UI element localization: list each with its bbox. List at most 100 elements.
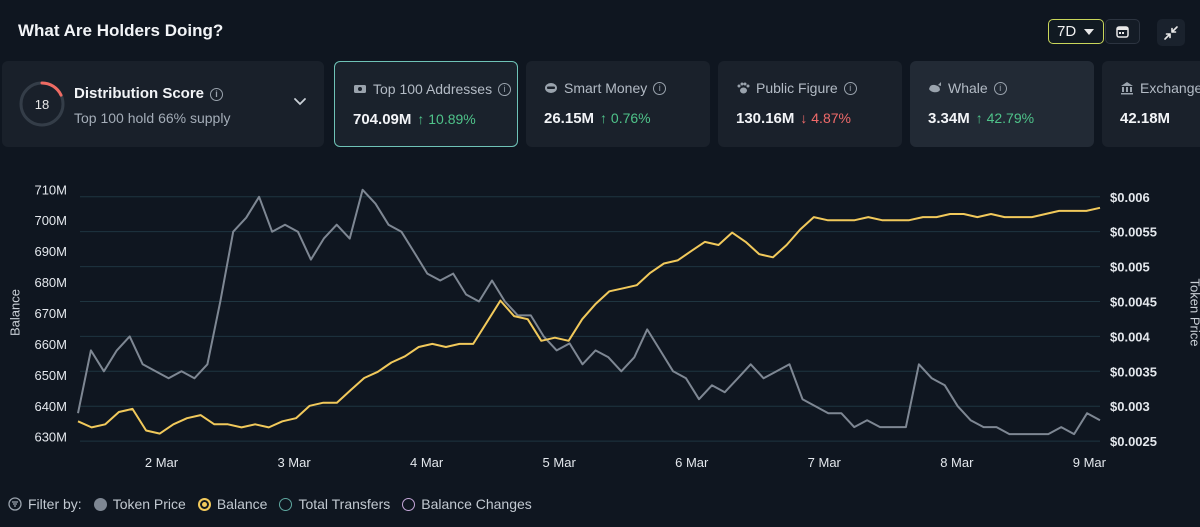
caret-down-icon bbox=[1084, 28, 1095, 35]
right-tick-label: $0.0035 bbox=[1110, 364, 1157, 379]
x-tick-label: 5 Mar bbox=[543, 455, 577, 470]
widget-title: What Are Holders Doing? bbox=[18, 21, 224, 40]
card-whale[interactable]: Whale i 3.34M ↑ 42.79% bbox=[910, 61, 1094, 147]
distribution-gauge bbox=[19, 81, 65, 127]
left-tick-label: 630M bbox=[34, 430, 67, 445]
collapse-button[interactable] bbox=[1157, 19, 1185, 46]
card-label-text: Smart Money bbox=[564, 80, 648, 96]
card-change: ↑ 0.76% bbox=[600, 110, 651, 126]
card-value-text: 130.16M bbox=[736, 110, 795, 127]
right-tick-label: $0.006 bbox=[1110, 190, 1150, 205]
card-change: ↓ 4.87% bbox=[800, 110, 851, 126]
card-label-text: Top 100 Addresses bbox=[373, 81, 493, 97]
card-value-text: 3.34M bbox=[928, 110, 970, 127]
paw-icon bbox=[737, 82, 750, 94]
widget-header: What Are Holders Doing? 7D bbox=[0, 0, 1200, 62]
whale-icon bbox=[929, 82, 941, 93]
right-tick-label: $0.0055 bbox=[1110, 225, 1157, 240]
legend-label: Token Price bbox=[112, 496, 186, 512]
legend-item[interactable]: Total Transfers bbox=[279, 496, 390, 512]
card-value-text: 42.18M bbox=[1120, 110, 1171, 127]
x-tick-label: 7 Mar bbox=[808, 455, 842, 470]
left-tick-label: 670M bbox=[34, 306, 67, 321]
legend-dot bbox=[279, 497, 293, 511]
holder-cards: 18 Distribution Score i Top 100 hold 66% … bbox=[0, 61, 1200, 147]
time-range-select[interactable]: 7D bbox=[1048, 19, 1104, 44]
chart-legend: Filter by: Token Price Balance Total Trans… bbox=[8, 496, 532, 512]
card-value-text: 26.15M bbox=[544, 110, 595, 127]
token-price-series-line bbox=[77, 188, 1101, 436]
right-tick-label: $0.0025 bbox=[1110, 434, 1157, 449]
left-tick-label: 700M bbox=[34, 213, 67, 228]
calendar-icon bbox=[1116, 26, 1129, 38]
info-icon[interactable]: i bbox=[210, 88, 224, 101]
legend-dot bbox=[402, 497, 416, 511]
card-change: ↑ 42.79% bbox=[975, 110, 1035, 126]
card-label: Smart Money i bbox=[544, 80, 667, 96]
card-smart-money[interactable]: Smart Money i 26.15M ↑ 0.76% bbox=[526, 61, 710, 147]
x-tick-label: 8 Mar bbox=[940, 455, 974, 470]
time-range-label: 7D bbox=[1057, 23, 1077, 40]
right-tick-label: $0.004 bbox=[1110, 329, 1151, 344]
left-axis-label: Balance bbox=[7, 289, 23, 336]
card-value: 26.15M ↑ 0.76% bbox=[544, 110, 651, 127]
info-icon[interactable]: i bbox=[993, 81, 1007, 95]
distribution-score-value: 18 bbox=[34, 96, 50, 112]
right-tick-label: $0.005 bbox=[1110, 260, 1150, 275]
card-label: Public Figure i bbox=[736, 80, 857, 96]
info-icon[interactable]: i bbox=[843, 81, 857, 95]
left-tick-label: 710M bbox=[34, 182, 67, 197]
legend-dot bbox=[197, 497, 211, 511]
filter-label: Filter by: bbox=[28, 496, 82, 512]
card-label-text: Whale bbox=[948, 80, 988, 96]
left-tick-label: 660M bbox=[34, 337, 67, 352]
filter-icon bbox=[8, 497, 22, 511]
right-tick-label: $0.0045 bbox=[1110, 294, 1157, 309]
legend-dot bbox=[93, 497, 107, 511]
card-change: ↑ 10.89% bbox=[417, 111, 476, 127]
card-public-figure[interactable]: Public Figure i 130.16M ↓ 4.87% bbox=[718, 61, 902, 147]
card-label-text: Exchange bbox=[1140, 80, 1200, 96]
right-tick-label: $0.003 bbox=[1110, 399, 1150, 414]
card-top-100-addresses[interactable]: Top 100 Addresses i 704.09M ↑ 10.89% bbox=[334, 61, 518, 147]
card-value: 42.18M bbox=[1120, 110, 1170, 127]
legend-item[interactable]: Balance bbox=[197, 496, 268, 512]
info-icon[interactable]: i bbox=[498, 82, 512, 96]
bank-icon bbox=[1121, 82, 1133, 95]
card-label: Exchange bbox=[1120, 80, 1200, 96]
legend-item[interactable]: Token Price bbox=[93, 496, 186, 512]
card-value: 130.16M ↓ 4.87% bbox=[736, 110, 851, 127]
distribution-title-text: Distribution Score bbox=[74, 85, 205, 102]
left-tick-label: 690M bbox=[34, 244, 67, 259]
card-label: Top 100 Addresses i bbox=[353, 81, 512, 97]
left-tick-label: 650M bbox=[34, 368, 67, 383]
distribution-score-card[interactable]: 18 Distribution Score i Top 100 hold 66% … bbox=[2, 61, 324, 147]
x-tick-label: 4 Mar bbox=[410, 455, 444, 470]
mask-icon bbox=[545, 83, 557, 93]
legend-items: Token Price Balance Total Transfers Balance… bbox=[82, 496, 532, 512]
x-tick-label: 6 Mar bbox=[675, 455, 709, 470]
holders-chart[interactable]: $0.0025 $0.003 $0.0035 $0.004 $0.0045 $0.005 $… bbox=[0, 150, 1200, 480]
right-axis-label: Token Price bbox=[1187, 278, 1200, 347]
card-value-text: 704.09M bbox=[353, 111, 412, 128]
info-icon[interactable]: i bbox=[653, 81, 667, 95]
left-tick-label: 640M bbox=[34, 399, 67, 414]
left-tick-label: 680M bbox=[34, 275, 67, 290]
x-tick-label: 9 Mar bbox=[1073, 455, 1107, 470]
card-value: 3.34M ↑ 42.79% bbox=[928, 110, 1034, 127]
distribution-title: Distribution Score i bbox=[74, 85, 224, 102]
calendar-button[interactable] bbox=[1105, 19, 1140, 44]
legend-label: Balance bbox=[216, 496, 268, 512]
card-value: 704.09M ↑ 10.89% bbox=[353, 111, 476, 128]
legend-label: Total Transfers bbox=[298, 496, 391, 512]
x-tick-label: 3 Mar bbox=[277, 455, 311, 470]
legend-item[interactable]: Balance Changes bbox=[402, 496, 532, 512]
card-exchange[interactable]: Exchange 42.18M bbox=[1102, 61, 1200, 147]
chevron-down-icon[interactable] bbox=[293, 97, 307, 107]
x-tick-label: 2 Mar bbox=[145, 455, 179, 470]
money-icon bbox=[354, 85, 366, 93]
legend-label: Balance Changes bbox=[421, 496, 532, 512]
card-label: Whale i bbox=[928, 80, 1007, 96]
card-label-text: Public Figure bbox=[756, 80, 838, 96]
distribution-subtitle: Top 100 hold 66% supply bbox=[74, 110, 231, 126]
